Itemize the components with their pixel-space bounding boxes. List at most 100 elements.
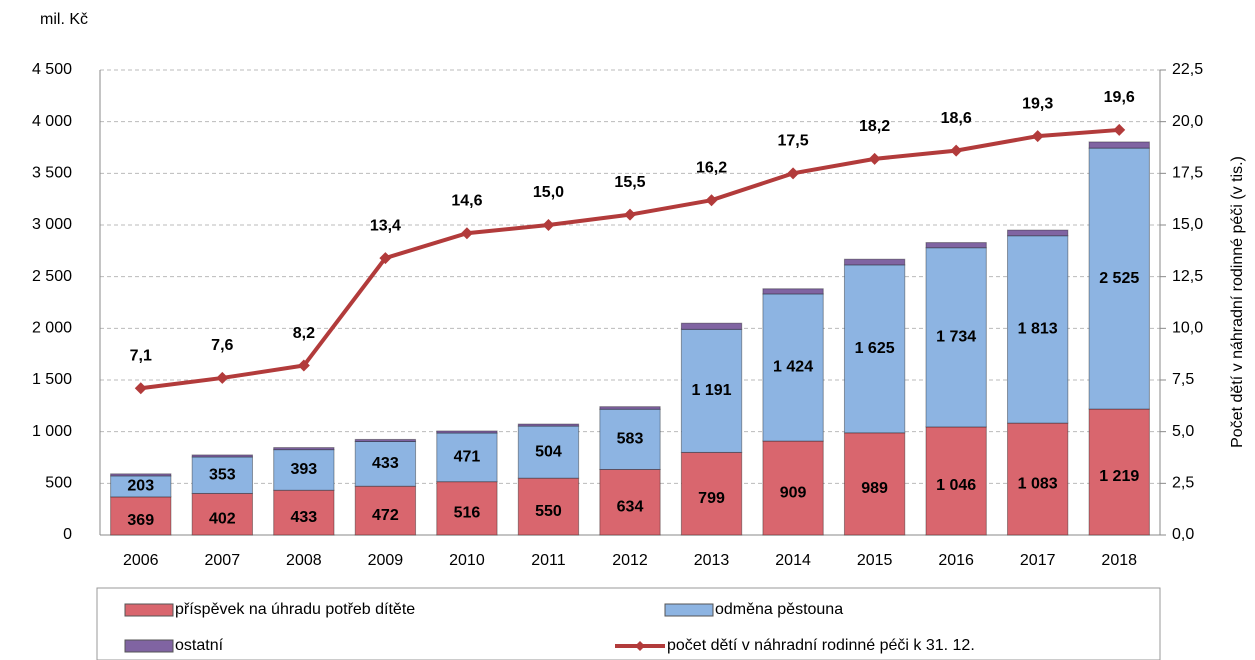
- bar-segment: [843, 258, 906, 266]
- line-marker: [134, 382, 147, 395]
- line-label: 16,2: [696, 159, 727, 176]
- legend-label: ostatní: [175, 637, 224, 654]
- line-marker: [950, 144, 963, 157]
- bar-segment: [1088, 408, 1150, 536]
- line-label: 18,2: [859, 118, 890, 135]
- data-label: 472: [372, 507, 399, 524]
- data-label: 433: [290, 509, 317, 526]
- data-label: 393: [290, 461, 317, 478]
- bar-segment: [191, 492, 253, 536]
- y2-tick-label: 7,5: [1172, 371, 1194, 388]
- x-tick-label: 2007: [205, 552, 241, 569]
- bar-segment: [1088, 141, 1150, 149]
- line-label: 15,0: [533, 184, 564, 201]
- x-tick-label: 2010: [449, 552, 485, 569]
- bar-segment: [1007, 229, 1069, 237]
- y-tick-label: 3 000: [32, 216, 72, 233]
- data-label: 1 219: [1099, 468, 1139, 485]
- x-tick-label: 2016: [938, 552, 974, 569]
- bar-segment: [110, 473, 172, 477]
- y-tick-label: 500: [45, 475, 72, 492]
- bar-segment: [680, 328, 743, 453]
- line-label: 17,5: [778, 133, 809, 150]
- bar-segment: [925, 426, 987, 536]
- legend-box: [96, 587, 1161, 660]
- line-label: 7,1: [130, 347, 152, 364]
- data-label: 909: [780, 484, 807, 501]
- line-label: 8,2: [293, 325, 315, 342]
- y-tick-label: 2 000: [32, 320, 72, 337]
- line-marker: [379, 252, 392, 265]
- data-label: 504: [535, 443, 562, 460]
- bar-segment: [843, 264, 906, 434]
- bar-segment: [436, 430, 498, 434]
- data-label: 369: [127, 512, 154, 529]
- bar-segment: [762, 293, 824, 442]
- data-label: 550: [535, 503, 562, 520]
- line-label: 14,6: [451, 192, 482, 209]
- line-marker: [542, 219, 555, 231]
- bar-segment: [436, 432, 498, 483]
- bar-segment: [843, 432, 906, 536]
- bar-segment: [191, 456, 253, 494]
- line-marker: [868, 152, 881, 165]
- bar-segment: [517, 423, 580, 427]
- line-marker: [216, 371, 229, 384]
- y-tick-label: 2 500: [32, 268, 72, 285]
- x-tick-label: 2011: [531, 552, 566, 569]
- data-label: 1 625: [855, 340, 895, 357]
- y-tick-label: 4 000: [32, 113, 72, 130]
- y2-axis-label: Počet dětí v náhradní rodinné péči (v ti…: [1229, 156, 1246, 448]
- legend-swatch: [664, 603, 714, 617]
- data-label: 583: [617, 431, 644, 448]
- legend-label: počet dětí v náhradní rodinné péči k 31.…: [667, 637, 975, 654]
- x-tick-label: 2017: [1020, 552, 1056, 569]
- data-label: 989: [861, 480, 888, 497]
- bar-segment: [680, 451, 743, 536]
- bar-segment: [273, 447, 335, 451]
- bar-segment: [354, 440, 417, 487]
- data-label: 203: [127, 478, 154, 495]
- line-marker: [705, 194, 718, 207]
- data-label: 2 525: [1099, 270, 1139, 287]
- x-tick-label: 2009: [368, 552, 404, 569]
- line-marker: [460, 227, 473, 240]
- data-label: 799: [698, 490, 725, 507]
- bar-segment: [680, 322, 743, 330]
- data-label: 1 046: [936, 477, 976, 494]
- data-label: 1 424: [773, 359, 813, 376]
- bar-segment: [925, 242, 987, 249]
- x-tick-label: 2013: [694, 552, 730, 569]
- legend-swatch: [124, 603, 174, 617]
- bar-segment: [517, 477, 580, 536]
- bar-segment: [354, 485, 417, 536]
- line-label: 13,4: [370, 217, 401, 234]
- line-marker: [1031, 130, 1044, 143]
- legend-marker: [635, 641, 645, 651]
- y2-tick-label: 10,0: [1172, 320, 1203, 337]
- x-tick-label: 2006: [123, 552, 159, 569]
- data-label: 402: [209, 510, 236, 527]
- data-label: 353: [209, 466, 236, 483]
- bar-segment: [599, 406, 661, 410]
- x-tick-label: 2015: [857, 552, 893, 569]
- y2-tick-label: 2,5: [1172, 475, 1194, 492]
- line-label: 19,6: [1104, 89, 1135, 106]
- y-tick-label: 1 500: [32, 371, 72, 388]
- bar-segment: [762, 288, 824, 295]
- y-axis-label: mil. Kč: [40, 11, 88, 28]
- bar-segment: [599, 468, 661, 536]
- line-marker: [297, 359, 310, 372]
- line-marker: [787, 167, 800, 180]
- line-label: 15,5: [614, 174, 645, 191]
- bar-segment: [191, 454, 253, 458]
- x-tick-label: 2008: [286, 552, 322, 569]
- bar-segment: [925, 247, 987, 428]
- y-tick-label: 4 500: [32, 61, 72, 78]
- x-tick-label: 2018: [1101, 552, 1137, 569]
- data-label: 1 813: [1018, 321, 1058, 338]
- data-label: 1 191: [692, 382, 732, 399]
- line-label: 19,3: [1022, 95, 1053, 112]
- data-label: 1 083: [1018, 475, 1058, 492]
